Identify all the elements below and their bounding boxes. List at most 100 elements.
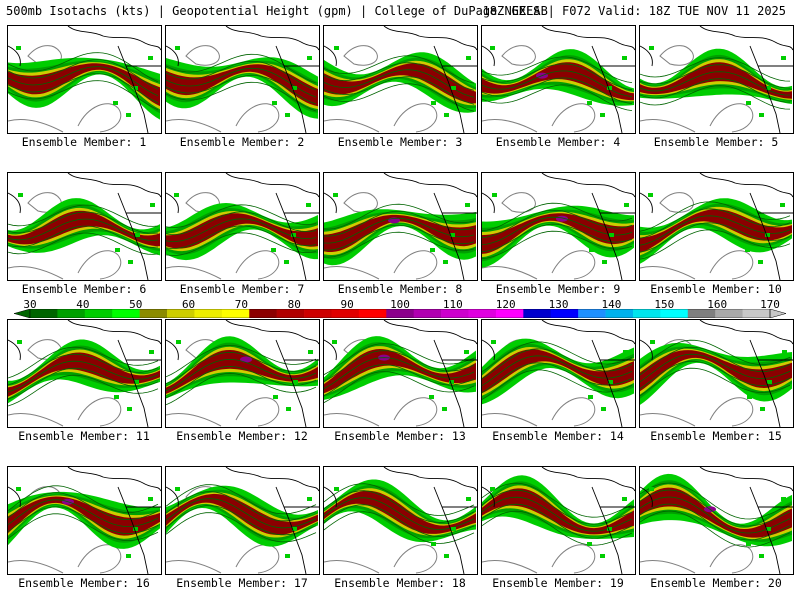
ensemble-member-map (639, 25, 794, 134)
streamlines (324, 203, 475, 258)
ensemble-member-map (639, 319, 794, 428)
streamlines (8, 204, 159, 255)
member-map-svg (640, 173, 793, 280)
streamlines (166, 484, 317, 543)
height-contours (324, 45, 438, 133)
member-map-svg (640, 467, 793, 574)
speed-cells (333, 193, 470, 264)
speed-cells (16, 46, 153, 117)
isotach-bands (8, 491, 160, 549)
member-map-svg (166, 26, 319, 133)
coastlines (640, 467, 793, 574)
height-contours (166, 45, 280, 133)
legend-swatch (221, 309, 250, 318)
coastlines (166, 26, 319, 133)
ensemble-member-label: Ensemble Member: 12 (176, 429, 308, 443)
ensemble-member-label: Ensemble Member: 11 (18, 429, 150, 443)
legend-swatch (331, 309, 360, 318)
isotach-bands (640, 343, 792, 405)
speed-cells (334, 487, 471, 558)
isotach-bands (166, 336, 318, 399)
legend-swatch (249, 309, 277, 318)
legend-tick-label: 100 (390, 298, 410, 311)
legend-swatch (495, 309, 524, 318)
legend-swatch (139, 309, 168, 318)
color-legend-strip (14, 309, 786, 318)
ensemble-member-label: Ensemble Member: 18 (334, 576, 466, 590)
speed-cells (174, 193, 311, 264)
member-map-svg (8, 26, 161, 133)
isotach-bands (482, 338, 634, 405)
legend-swatch (112, 309, 140, 318)
legend-swatch (523, 309, 552, 318)
speed-cells (17, 340, 154, 411)
speed-cells (491, 340, 628, 411)
streamlines (482, 202, 633, 259)
isotach-bands (166, 485, 318, 547)
height-contours (640, 45, 754, 133)
legend-swatch (167, 309, 195, 318)
legend-tick-label: 70 (234, 298, 249, 311)
member-map-svg (324, 26, 477, 133)
legend-swatch (468, 309, 497, 318)
legend-tick-label: 60 (181, 298, 196, 311)
member-map-svg (482, 320, 635, 427)
member-map-svg (640, 26, 793, 133)
valid-time: 18Z GEFS | F072 Valid: 18Z TUE NOV 11 20… (482, 4, 786, 18)
streamlines (640, 57, 791, 110)
speed-cells (490, 487, 627, 558)
ensemble-member-label: Ensemble Member: 1 (21, 135, 147, 149)
ensemble-member-map (481, 319, 636, 428)
coastlines (324, 26, 477, 133)
coastlines (8, 26, 161, 133)
jet-max (240, 356, 252, 363)
member-map-svg (640, 320, 793, 427)
ensemble-member-map (7, 319, 162, 428)
legend-tick-label: 160 (707, 298, 728, 311)
ensemble-member-map (639, 172, 794, 281)
ensemble-member-label: Ensemble Member: 7 (179, 282, 305, 296)
legend-swatch (84, 309, 113, 318)
isotach-bands (8, 198, 160, 256)
ensemble-member-map (165, 466, 320, 575)
ensemble-member-label: Ensemble Member: 4 (495, 135, 621, 149)
isotach-bands (324, 52, 476, 113)
streamlines (166, 53, 317, 112)
coastlines (640, 26, 793, 133)
member-map-svg (482, 173, 635, 280)
legend-swatch (687, 309, 716, 318)
ensemble-member-label: Ensemble Member: 10 (650, 282, 782, 296)
coastlines (324, 320, 477, 427)
legend-swatch (742, 309, 771, 318)
ensemble-member-map (481, 466, 636, 575)
legend-swatch (30, 309, 58, 318)
member-map-svg (8, 173, 161, 280)
height-contours (482, 192, 596, 280)
coastlines (640, 173, 793, 280)
ensemble-member-label: Ensemble Member: 20 (650, 576, 782, 590)
coastlines (482, 26, 635, 133)
ensemble-member-map (639, 466, 794, 575)
member-map-svg (324, 467, 477, 574)
coastlines (324, 173, 477, 280)
legend-swatch (605, 309, 634, 318)
member-map-svg (166, 467, 319, 574)
isotach-bands (640, 198, 792, 264)
coastlines (640, 320, 793, 427)
coastlines (8, 467, 161, 574)
legend-tick-label: 120 (495, 298, 516, 311)
speed-cells (175, 46, 312, 117)
legend-swatch (413, 309, 442, 318)
coastlines (166, 467, 319, 574)
speed-cells (176, 340, 313, 411)
ensemble-member-label: Ensemble Member: 13 (334, 429, 466, 443)
ensemble-member-label: Ensemble Member: 3 (337, 135, 463, 149)
height-contours (482, 45, 596, 133)
legend-swatch (441, 309, 469, 318)
speed-cells (649, 46, 786, 117)
ensemble-member-map (323, 172, 478, 281)
ensemble-member-label: Ensemble Member: 8 (337, 282, 463, 296)
legend-swatch (715, 309, 743, 318)
legend-max-arrow (769, 309, 786, 318)
member-map-svg (482, 26, 635, 133)
